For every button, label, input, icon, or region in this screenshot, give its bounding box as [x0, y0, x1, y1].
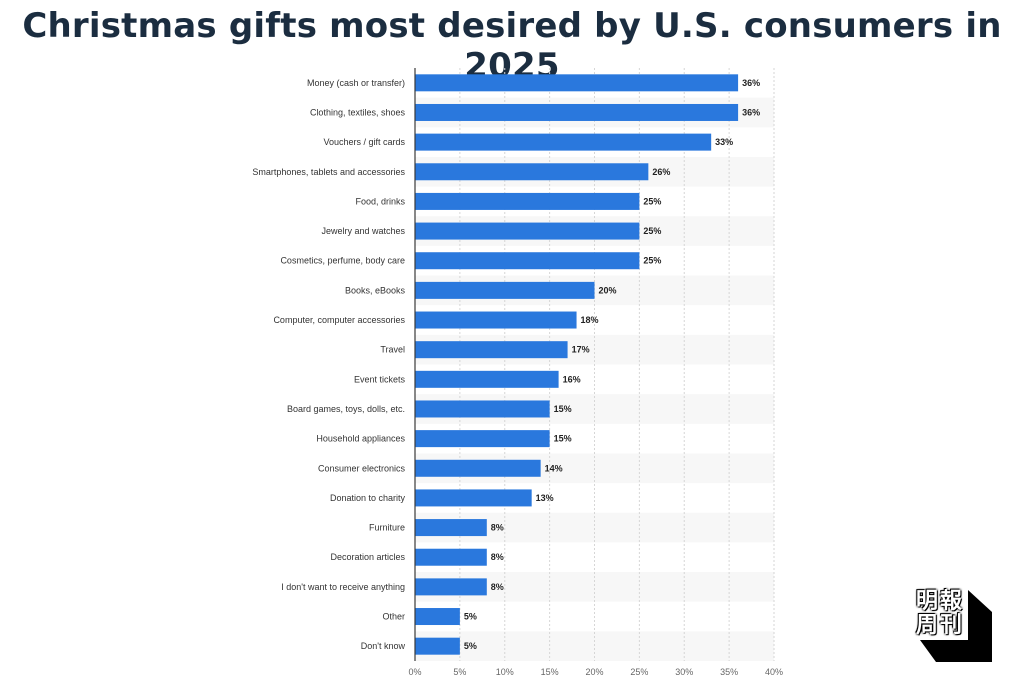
- category-label: I don't want to receive anything: [281, 582, 405, 592]
- value-label: 16%: [563, 374, 581, 384]
- category-label: Food, drinks: [355, 196, 405, 206]
- bar: [415, 459, 541, 477]
- bar: [415, 133, 712, 151]
- chart-title: Christmas gifts most desired by U.S. con…: [22, 6, 1002, 86]
- bar: [415, 192, 640, 210]
- category-label: Event tickets: [354, 374, 406, 384]
- category-label: Household appliances: [316, 434, 405, 444]
- x-tick-label: 15%: [541, 667, 559, 677]
- x-tick-label: 25%: [630, 667, 648, 677]
- bar: [415, 370, 559, 388]
- bar: [415, 400, 550, 418]
- value-label: 25%: [643, 256, 661, 266]
- value-label: 8%: [491, 582, 504, 592]
- bar: [415, 608, 460, 626]
- value-label: 18%: [581, 315, 599, 325]
- bar: [415, 163, 649, 181]
- gridlines: [459, 68, 775, 661]
- bars: [415, 74, 739, 655]
- logo-shape: [920, 590, 992, 662]
- value-label: 33%: [715, 137, 733, 147]
- bar: [415, 430, 550, 448]
- value-label: 13%: [536, 493, 554, 503]
- value-label: 15%: [554, 404, 572, 414]
- category-labels: Money (cash or transfer) Clothing, textil…: [252, 78, 405, 651]
- bar: [415, 519, 487, 537]
- bar: [415, 74, 739, 92]
- brand-logo: 明報周刊: [916, 590, 992, 662]
- bar: [415, 637, 460, 655]
- bar: [415, 103, 739, 121]
- bar: [415, 252, 640, 270]
- category-label: Board games, toys, dolls, etc.: [287, 404, 405, 414]
- category-label: Other: [382, 612, 405, 622]
- bar: [415, 578, 487, 596]
- value-label: 20%: [599, 285, 617, 295]
- x-tick-label: 30%: [675, 667, 693, 677]
- category-label: Jewelry and watches: [321, 226, 405, 236]
- value-label: 8%: [491, 552, 504, 562]
- value-label: 36%: [742, 107, 760, 117]
- category-label: Books, eBooks: [345, 285, 406, 295]
- logo-text: 明報周刊: [916, 589, 965, 638]
- bar: [415, 222, 640, 240]
- category-label: Donation to charity: [330, 493, 406, 503]
- x-tick-label: 10%: [496, 667, 514, 677]
- category-label: Money (cash or transfer): [307, 78, 405, 88]
- category-label: Computer, computer accessories: [273, 315, 405, 325]
- bar: [415, 341, 568, 359]
- category-label: Cosmetics, perfume, body care: [280, 256, 405, 266]
- x-tick-label: 20%: [585, 667, 603, 677]
- bar: [415, 548, 487, 566]
- value-label: 36%: [742, 78, 760, 88]
- x-axis-ticks: 0% 5% 10% 15% 20% 25% 30% 35% 40%: [408, 667, 783, 677]
- value-label: 14%: [545, 463, 563, 473]
- category-label: Consumer electronics: [318, 463, 406, 473]
- bar: [415, 489, 532, 507]
- bar: [415, 281, 595, 299]
- bar: [415, 311, 577, 329]
- category-label: Don't know: [361, 641, 406, 651]
- category-label: Travel: [380, 345, 405, 355]
- value-labels: 36% 36% 33% 26% 25% 25% 25% 20% 18% 17% 16% 15% 15% 1…: [464, 78, 760, 651]
- value-label: 25%: [643, 226, 661, 236]
- value-label: 26%: [652, 167, 670, 177]
- x-tick-label: 40%: [765, 667, 783, 677]
- value-label: 8%: [491, 523, 504, 533]
- category-label: Vouchers / gift cards: [323, 137, 405, 147]
- value-label: 25%: [643, 196, 661, 206]
- category-label: Furniture: [369, 523, 405, 533]
- value-label: 5%: [464, 612, 477, 622]
- value-label: 5%: [464, 641, 477, 651]
- category-label: Decoration articles: [330, 552, 405, 562]
- value-label: 17%: [572, 345, 590, 355]
- x-tick-label: 35%: [720, 667, 738, 677]
- category-label: Clothing, textiles, shoes: [310, 107, 406, 117]
- x-tick-label: 0%: [408, 667, 421, 677]
- value-label: 15%: [554, 434, 572, 444]
- category-label: Smartphones, tablets and accessories: [252, 167, 405, 177]
- x-tick-label: 5%: [453, 667, 466, 677]
